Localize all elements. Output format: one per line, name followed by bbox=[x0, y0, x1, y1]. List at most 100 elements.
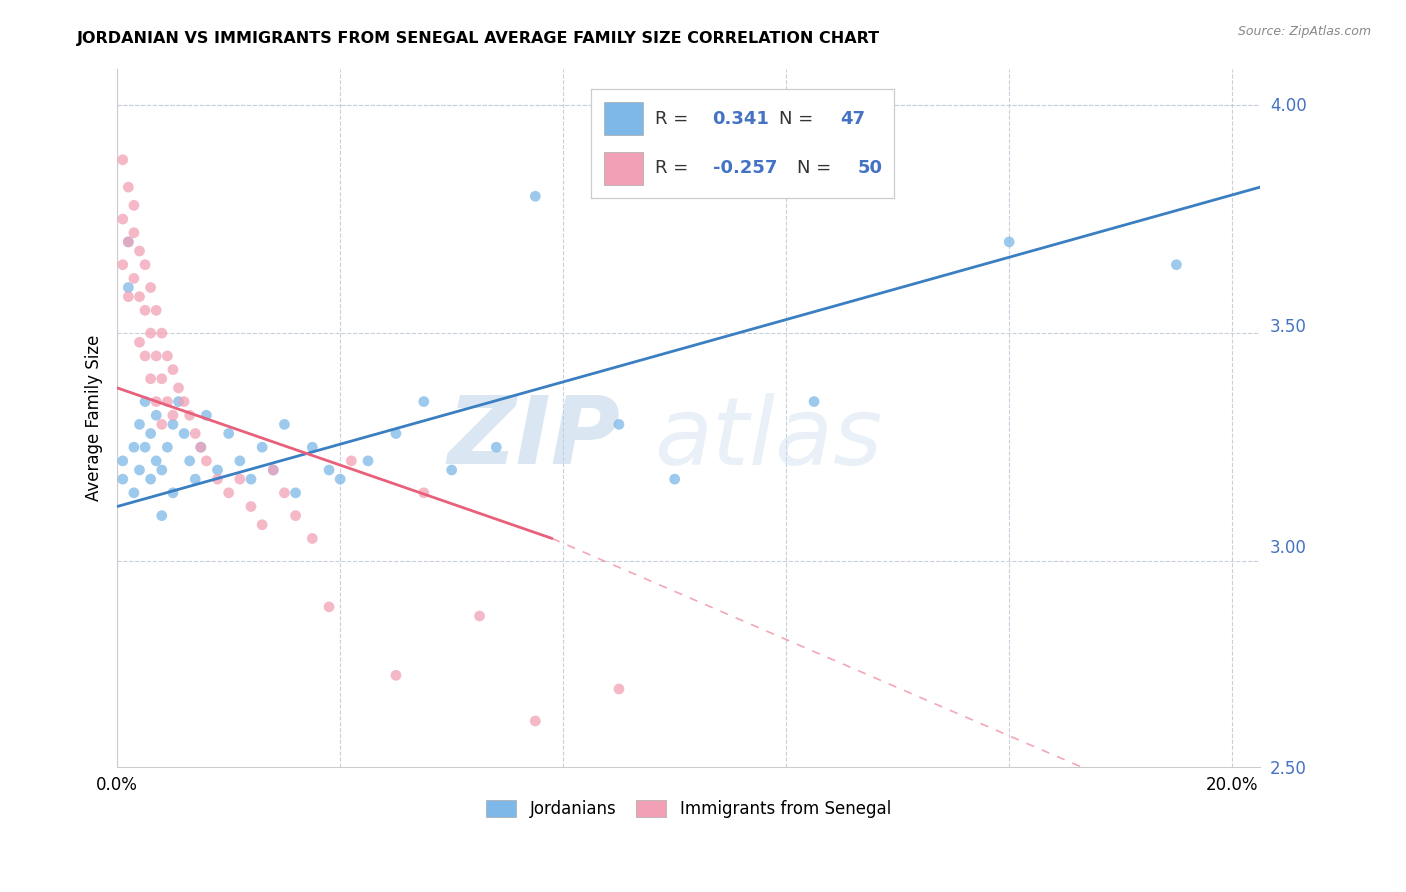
Point bbox=[145, 409, 167, 423]
Point bbox=[117, 280, 139, 294]
Point bbox=[524, 189, 547, 203]
Point bbox=[156, 394, 179, 409]
Point bbox=[122, 271, 145, 285]
Legend: Jordanians, Immigrants from Senegal: Jordanians, Immigrants from Senegal bbox=[479, 793, 897, 824]
Point bbox=[218, 485, 240, 500]
Point bbox=[117, 290, 139, 304]
Point bbox=[111, 212, 134, 227]
Point bbox=[150, 508, 173, 523]
Point bbox=[122, 226, 145, 240]
Point bbox=[162, 362, 184, 376]
Point bbox=[340, 454, 363, 468]
Point bbox=[111, 472, 134, 486]
Point bbox=[607, 681, 630, 696]
Point bbox=[111, 258, 134, 272]
Point bbox=[207, 463, 229, 477]
Point bbox=[273, 485, 295, 500]
Point bbox=[128, 417, 150, 432]
Point bbox=[122, 485, 145, 500]
Point bbox=[385, 426, 408, 441]
Text: atlas: atlas bbox=[654, 393, 883, 484]
Point bbox=[162, 417, 184, 432]
Point bbox=[117, 235, 139, 249]
Point bbox=[184, 472, 207, 486]
Point bbox=[485, 440, 508, 454]
Point bbox=[134, 258, 156, 272]
Point bbox=[250, 440, 273, 454]
Point bbox=[145, 454, 167, 468]
Point bbox=[240, 500, 263, 514]
Point bbox=[329, 472, 352, 486]
Point bbox=[150, 417, 173, 432]
Point bbox=[150, 326, 173, 340]
Point bbox=[207, 472, 229, 486]
Point bbox=[301, 440, 323, 454]
Point bbox=[607, 417, 630, 432]
Point bbox=[162, 409, 184, 423]
Point bbox=[412, 394, 434, 409]
Point bbox=[190, 440, 212, 454]
Point bbox=[179, 409, 201, 423]
Point bbox=[134, 349, 156, 363]
Point bbox=[412, 485, 434, 500]
Point bbox=[273, 417, 295, 432]
Point bbox=[134, 303, 156, 318]
Point bbox=[184, 426, 207, 441]
Point bbox=[173, 394, 195, 409]
Point bbox=[122, 198, 145, 212]
Point bbox=[262, 463, 284, 477]
Point bbox=[385, 668, 408, 682]
Point bbox=[128, 244, 150, 258]
Point bbox=[440, 463, 463, 477]
Point bbox=[128, 335, 150, 350]
Point bbox=[803, 394, 825, 409]
Point bbox=[284, 508, 307, 523]
Point bbox=[229, 472, 252, 486]
Point bbox=[1166, 258, 1188, 272]
Point bbox=[240, 472, 263, 486]
Point bbox=[301, 532, 323, 546]
Point bbox=[156, 349, 179, 363]
Point bbox=[111, 454, 134, 468]
Point bbox=[139, 472, 162, 486]
Point bbox=[162, 485, 184, 500]
Point bbox=[145, 303, 167, 318]
Point bbox=[150, 463, 173, 477]
Point bbox=[134, 440, 156, 454]
Point bbox=[318, 599, 340, 614]
Text: ZIP: ZIP bbox=[447, 392, 620, 484]
Point bbox=[318, 463, 340, 477]
Point bbox=[357, 454, 380, 468]
Point bbox=[167, 381, 190, 395]
Point bbox=[195, 454, 218, 468]
Point bbox=[218, 426, 240, 441]
Point bbox=[664, 472, 686, 486]
Point bbox=[111, 153, 134, 167]
Point bbox=[139, 326, 162, 340]
Point bbox=[128, 290, 150, 304]
Point bbox=[139, 372, 162, 386]
Point bbox=[179, 454, 201, 468]
Point bbox=[134, 394, 156, 409]
Point bbox=[139, 426, 162, 441]
Point bbox=[122, 440, 145, 454]
Point bbox=[284, 485, 307, 500]
Point bbox=[262, 463, 284, 477]
Point bbox=[468, 609, 491, 624]
Point bbox=[139, 280, 162, 294]
Point bbox=[173, 426, 195, 441]
Point bbox=[117, 235, 139, 249]
Point bbox=[998, 235, 1021, 249]
Point bbox=[195, 409, 218, 423]
Y-axis label: Average Family Size: Average Family Size bbox=[86, 334, 103, 500]
Point bbox=[156, 440, 179, 454]
Text: Source: ZipAtlas.com: Source: ZipAtlas.com bbox=[1237, 25, 1371, 38]
Point bbox=[190, 440, 212, 454]
Point bbox=[145, 394, 167, 409]
Point bbox=[150, 372, 173, 386]
Point bbox=[145, 349, 167, 363]
Point bbox=[229, 454, 252, 468]
Point bbox=[250, 517, 273, 532]
Text: JORDANIAN VS IMMIGRANTS FROM SENEGAL AVERAGE FAMILY SIZE CORRELATION CHART: JORDANIAN VS IMMIGRANTS FROM SENEGAL AVE… bbox=[77, 31, 880, 46]
Point bbox=[128, 463, 150, 477]
